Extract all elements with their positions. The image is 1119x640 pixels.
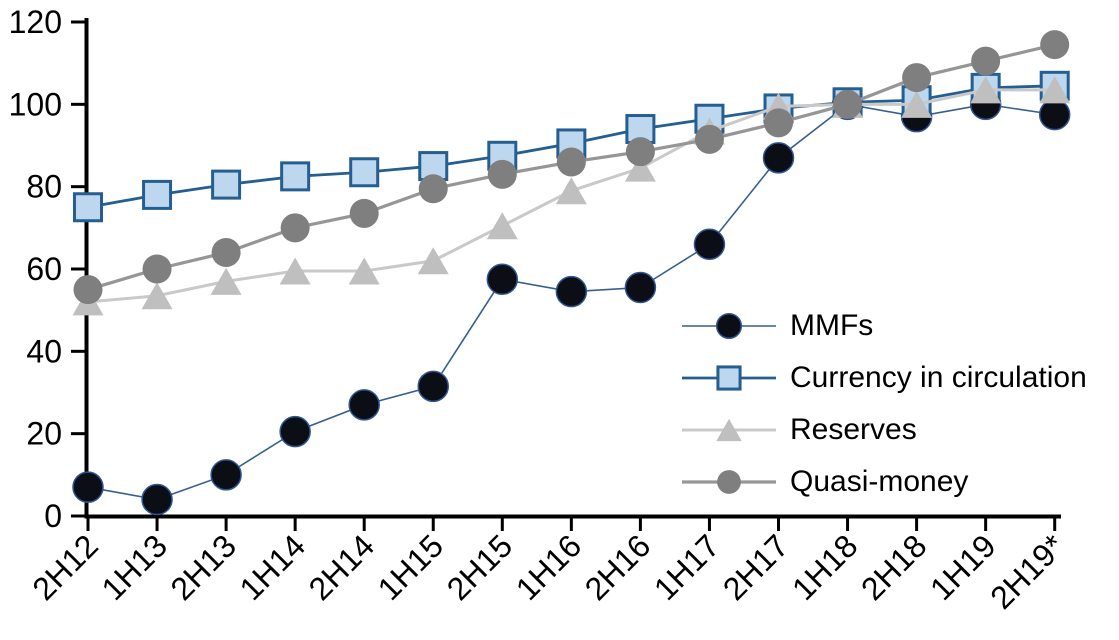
mmfs-marker-icon	[555, 275, 588, 308]
legend-item-mmfs: MMFs	[681, 300, 1087, 352]
currency-marker-icon	[349, 157, 380, 188]
reserves-marker-icon	[970, 76, 1002, 104]
mmfs-marker-icon	[210, 459, 242, 491]
reserves-marker-icon	[1039, 76, 1071, 104]
x-tick-label: 2H15	[440, 527, 520, 607]
legend-label-reserves: Reserves	[790, 413, 917, 446]
mmfs-marker-icon	[417, 370, 449, 403]
y-tick-label: 40	[26, 333, 62, 369]
legend-label-mmfs: MMFs	[790, 309, 874, 342]
x-tick-label: 2H19*	[983, 527, 1071, 615]
reserves-marker-icon	[417, 247, 449, 275]
mmfs-marker-icon	[715, 312, 743, 340]
quasi_money-marker-icon	[349, 198, 379, 228]
x-tick-label: 1H13	[94, 527, 174, 607]
legend-label-quasi-money: Quasi-money	[790, 465, 969, 498]
series-quasi_money	[73, 30, 1070, 305]
reserves-marker-icon	[624, 154, 656, 182]
x-tick-label: 1H17	[647, 527, 727, 607]
x-tick-label: 2H18	[854, 527, 934, 607]
currency-marker-icon	[280, 161, 311, 192]
x-tick-label: 1H18	[785, 527, 865, 607]
quasi_money-marker-icon	[487, 159, 517, 189]
mmfs-marker-icon	[279, 415, 311, 448]
x-tick-label: 1H14	[233, 527, 313, 607]
quasi_money-marker-icon	[142, 254, 172, 284]
quasi_money-marker-icon	[902, 63, 932, 93]
legend: MMFs Currency in circulation Reserves Qu…	[681, 300, 1087, 508]
x-tick-label: 2H12	[25, 527, 105, 607]
quasi_money-marker-icon	[625, 137, 655, 167]
x-tick-label: 2H13	[164, 527, 244, 607]
x-tick-label: 2H16	[578, 527, 658, 607]
reserves-marker-icon	[486, 212, 518, 240]
quasi_money-marker-icon	[556, 147, 586, 177]
legend-item-reserves: Reserves	[681, 404, 1087, 456]
legend-item-quasi-money: Quasi-money	[681, 456, 1087, 508]
y-tick-label: 60	[26, 251, 62, 287]
x-tick-label: 1H15	[371, 527, 451, 607]
mmfs-marker-icon	[348, 389, 380, 421]
currency-marker-icon	[142, 179, 173, 210]
reserves-marker-icon	[279, 257, 311, 285]
y-tick-label: 120	[9, 4, 62, 40]
reserves-marker-icon	[210, 267, 242, 295]
mmfs-marker-icon	[486, 263, 519, 296]
reserves-marker-icon	[141, 282, 173, 310]
y-tick-label: 20	[26, 416, 62, 452]
reserves-marker-icon	[901, 90, 933, 118]
currency-marker-icon	[73, 192, 103, 223]
reserves-marker-icon	[716, 418, 742, 442]
quasi_money-marker-icon	[717, 470, 741, 494]
mmfs-marker-icon	[624, 271, 657, 304]
x-tick-label: 1H16	[509, 527, 589, 607]
legend-label-currency: Currency in circulation	[790, 361, 1087, 394]
quasi_money-marker-icon	[418, 174, 448, 204]
quasi_money-marker-icon	[73, 275, 103, 305]
reserves-marker-icon	[555, 177, 587, 205]
quasi_money-marker-icon	[211, 238, 241, 268]
mmfs-marker-icon	[693, 228, 726, 261]
legend-item-currency: Currency in circulation	[681, 352, 1087, 404]
quasi_money-marker-icon	[1040, 30, 1070, 60]
y-tick-label: 80	[26, 169, 62, 205]
legend-marker-currency-icon	[682, 365, 776, 391]
reserves-marker-icon	[348, 257, 380, 285]
legend-marker-mmfs-icon	[682, 312, 776, 340]
quasi_money-marker-icon	[694, 124, 724, 154]
quasi_money-marker-icon	[764, 108, 793, 138]
currency-marker-icon	[716, 365, 742, 391]
legend-marker-reserves-icon	[682, 418, 776, 442]
currency-marker-icon	[211, 169, 242, 200]
mmfs-marker-icon	[762, 142, 795, 174]
mmfs-marker-icon	[72, 471, 104, 503]
y-tick-label: 0	[44, 498, 62, 534]
mmfs-marker-icon	[141, 483, 173, 516]
quasi_money-marker-icon	[833, 89, 863, 119]
mmfs-marker-icon	[1038, 98, 1071, 131]
y-tick-label: 100	[9, 86, 62, 122]
legend-marker-quasi-money-icon	[682, 470, 776, 494]
x-tick-label: 2H14	[302, 527, 382, 607]
quasi_money-marker-icon	[971, 46, 1001, 76]
x-tick-label: 2H17	[716, 527, 796, 607]
quasi_money-marker-icon	[280, 213, 310, 243]
